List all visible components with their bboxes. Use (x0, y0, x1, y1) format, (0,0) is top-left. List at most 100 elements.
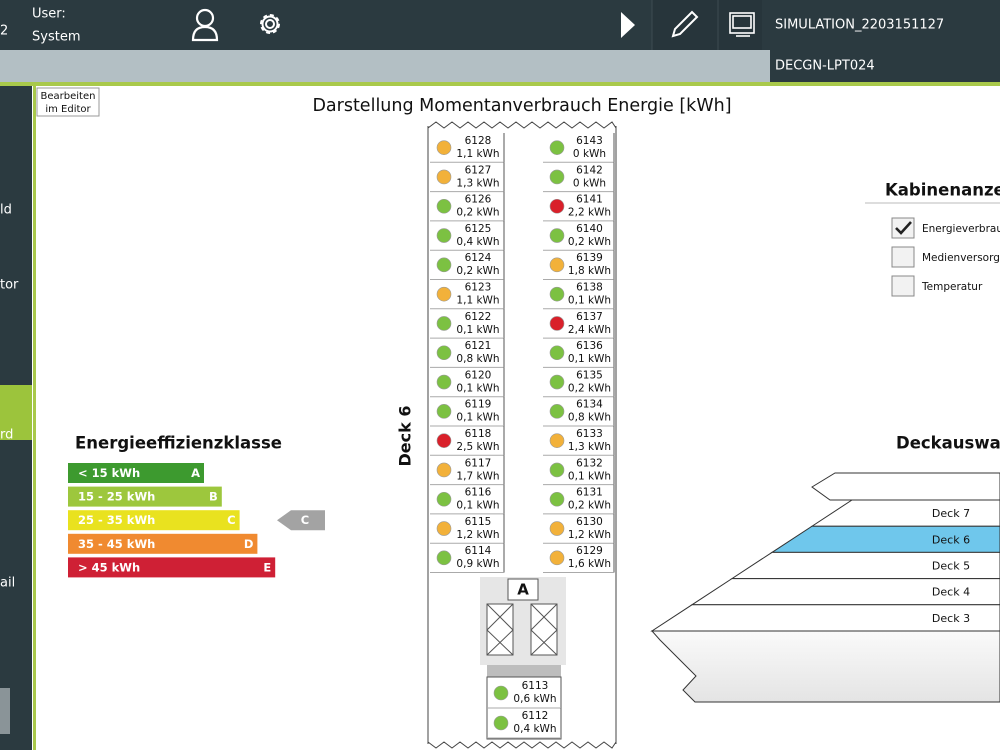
cabin-consumption: 0 kWh (573, 177, 606, 189)
efficiency-range: > 45 kWh (78, 560, 140, 574)
cabin-id[interactable]: 6135 (576, 369, 603, 381)
cabin-id[interactable]: 6121 (465, 340, 492, 352)
user-icon[interactable] (191, 8, 219, 42)
settings-icon[interactable] (260, 14, 280, 34)
elevator-label-box (507, 578, 539, 601)
cabin-consumption: 0 kWh (573, 148, 606, 160)
deck-row-label[interactable]: Deck 3 (932, 612, 970, 625)
cabin-id[interactable]: 6130 (576, 516, 603, 528)
cabin-consumption: 0,2 kWh (456, 265, 499, 277)
status-dot (436, 316, 452, 331)
checkbox[interactable] (891, 246, 915, 268)
deck-outline (427, 121, 617, 749)
cabin-id[interactable]: 6143 (576, 135, 603, 147)
deck-row-label[interactable]: Deck 4 (932, 586, 970, 599)
cabin-id[interactable]: 6138 (576, 282, 603, 294)
sidebar-item[interactable]: ail (0, 576, 15, 591)
page-title: Darstellung Momentanverbrauch Energie [k… (312, 96, 731, 116)
status-dot (436, 140, 452, 155)
cabin-id[interactable]: 6115 (465, 516, 492, 528)
option-label[interactable]: Energieverbrauc (922, 223, 1000, 235)
sidebar-item[interactable]: rd (0, 428, 13, 443)
deck-row-label[interactable]: Deck 7 (932, 507, 970, 520)
device-bar (770, 50, 1000, 82)
deck-row[interactable] (810, 499, 1000, 527)
cabin-id[interactable]: 6134 (576, 399, 603, 411)
cabin-id[interactable]: 6120 (465, 369, 492, 381)
sidebar-icon (0, 688, 10, 734)
status-dot (493, 715, 509, 731)
cabin-id[interactable]: 6123 (465, 282, 492, 294)
edit-icon[interactable] (671, 10, 699, 38)
efficiency-range: < 15 kWh (78, 466, 140, 480)
cabin-id[interactable]: 6116 (465, 487, 492, 499)
cabin-id[interactable]: 6112 (522, 710, 549, 722)
cabin-consumption: 1,2 kWh (568, 529, 611, 541)
status-dot (436, 550, 452, 566)
cabin-id[interactable]: 6126 (465, 194, 492, 206)
cabin-id[interactable]: 6140 (576, 223, 603, 235)
checkbox[interactable] (891, 217, 915, 239)
sidebar-item[interactable]: ld (0, 203, 12, 218)
cabin-id[interactable]: 6128 (465, 135, 492, 147)
cabin-id[interactable]: 6139 (576, 252, 603, 264)
deck-selection-title: Deckauswah (896, 434, 1000, 453)
cabin-consumption: 0,1 kWh (456, 324, 499, 336)
cabin-id[interactable]: 6142 (576, 164, 603, 176)
cabin-id[interactable]: 6118 (465, 428, 492, 440)
play-icon[interactable] (621, 12, 635, 38)
cabin-id[interactable]: 6137 (576, 311, 603, 323)
cabin-id[interactable]: 6141 (576, 194, 603, 206)
device-name: DECGN-LPT024 (775, 59, 875, 74)
editor-button-label[interactable]: im Editor (45, 104, 91, 115)
cabin-consumption: 2,5 kWh (456, 441, 499, 453)
efficiency-bar (68, 486, 222, 507)
cabin-id[interactable]: 6119 (465, 399, 492, 411)
deck-row-label[interactable]: Deck 6 (932, 533, 970, 546)
elevator-base (487, 665, 561, 677)
cabin-id[interactable]: 6113 (522, 680, 549, 692)
editor-button-label[interactable]: Bearbeiten (41, 91, 96, 102)
status-dot (549, 257, 565, 273)
cabin-id[interactable]: 6132 (576, 457, 603, 469)
cabin-id[interactable]: 6133 (576, 428, 603, 440)
current-class: C (301, 513, 309, 527)
efficiency-range: 35 - 45 kWh (78, 537, 155, 551)
current-class-indicator (277, 510, 325, 531)
sidebar-item[interactable]: tor (0, 278, 19, 293)
top-bar (0, 0, 1000, 50)
deck-row-label[interactable]: Deck 5 (932, 560, 970, 573)
editor-button[interactable] (36, 87, 100, 117)
cabin-id[interactable]: 6114 (465, 545, 492, 557)
cabin-consumption: 2,4 kWh (568, 324, 611, 336)
cabin-id[interactable]: 6117 (465, 457, 492, 469)
status-dot (436, 374, 452, 390)
cabin-id[interactable]: 6127 (465, 164, 492, 176)
cabin-id[interactable]: 6122 (465, 311, 492, 323)
status-dot (549, 521, 565, 536)
status-dot (549, 198, 565, 214)
checkbox[interactable] (891, 275, 915, 297)
cabin-consumption: 0,1 kWh (568, 470, 611, 482)
efficiency-class: D (244, 537, 254, 551)
cabin-consumption: 1,3 kWh (456, 177, 499, 189)
cabin-consumption: 0,9 kWh (456, 558, 499, 570)
cabin-consumption: 0,2 kWh (456, 207, 499, 219)
option-label[interactable]: Temperatur (921, 281, 983, 293)
monitor-icon[interactable] (729, 12, 755, 37)
cabin-id[interactable]: 6136 (576, 340, 603, 352)
efficiency-range: 25 - 35 kWh (78, 513, 155, 527)
option-label[interactable]: Medienversorgu (922, 252, 1000, 264)
deck-row[interactable] (730, 551, 1000, 580)
cabin-consumption: 1,8 kWh (568, 265, 611, 277)
deck-row[interactable] (690, 578, 1000, 606)
cabin-id[interactable]: 6131 (576, 487, 603, 499)
deck-hull (650, 630, 1000, 703)
deck-row[interactable] (650, 604, 1000, 632)
cabin-id[interactable]: 6124 (465, 252, 492, 264)
cabin-id[interactable]: 6125 (465, 223, 492, 235)
deck-row[interactable] (770, 525, 1000, 553)
cabin-id[interactable]: 6129 (576, 545, 603, 557)
cabin-consumption: 0,8 kWh (456, 353, 499, 365)
